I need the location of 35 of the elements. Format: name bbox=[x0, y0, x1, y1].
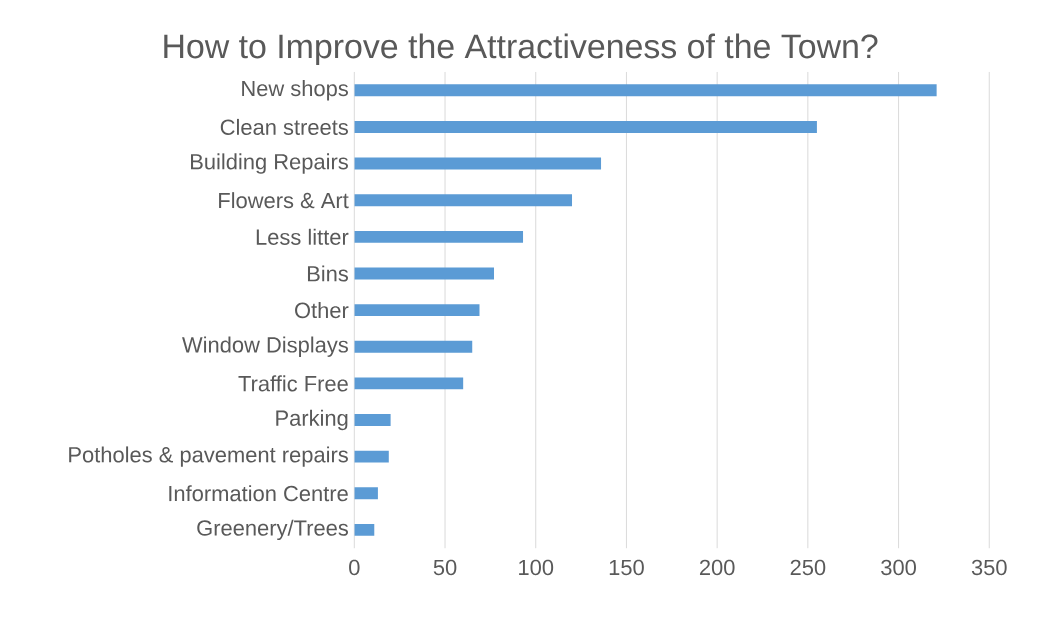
y-tick-label: Flowers & Art bbox=[219, 192, 349, 209]
y-tick-label: Other bbox=[295, 302, 349, 319]
y-tick-label: Information Centre bbox=[169, 485, 348, 502]
x-tick-label: 100 bbox=[519, 559, 554, 576]
x-tick-label: 300 bbox=[881, 559, 916, 576]
x-tick-label: 0 bbox=[349, 559, 360, 576]
bar bbox=[354, 487, 378, 500]
x-tick-label: 50 bbox=[433, 559, 457, 576]
x-tick-label: 250 bbox=[790, 559, 826, 576]
y-tick-label: Parking bbox=[276, 409, 348, 431]
bar bbox=[354, 84, 937, 97]
y-tick-label: Traffic Free bbox=[238, 375, 348, 392]
bar bbox=[354, 230, 524, 243]
bar bbox=[354, 267, 495, 280]
y-tick-label: New shops bbox=[242, 80, 348, 101]
bar bbox=[354, 340, 473, 353]
bar bbox=[354, 121, 817, 133]
bar bbox=[354, 377, 464, 390]
y-tick-label: Greenery/Trees bbox=[197, 519, 349, 541]
y-tick-label: Building Repairs bbox=[191, 153, 348, 174]
bar bbox=[354, 304, 480, 317]
x-tick-label: 350 bbox=[971, 559, 1007, 576]
chart-title: How to Improve the Attractiveness of the Town? bbox=[164, 33, 878, 66]
bar bbox=[354, 194, 573, 207]
bar bbox=[354, 523, 375, 536]
x-tick-label: 200 bbox=[699, 559, 735, 576]
y-tick-label: Potholes & pavement repairs bbox=[69, 446, 348, 467]
y-tick-label: Window Displays bbox=[182, 336, 348, 357]
bar bbox=[354, 157, 602, 170]
y-tick-label: Clean streets bbox=[220, 118, 348, 136]
bar bbox=[354, 450, 389, 463]
bar bbox=[354, 414, 391, 426]
y-tick-label: Bins bbox=[307, 265, 349, 282]
x-tick-label: 150 bbox=[609, 559, 644, 576]
y-tick-label: Less litter bbox=[256, 228, 349, 245]
